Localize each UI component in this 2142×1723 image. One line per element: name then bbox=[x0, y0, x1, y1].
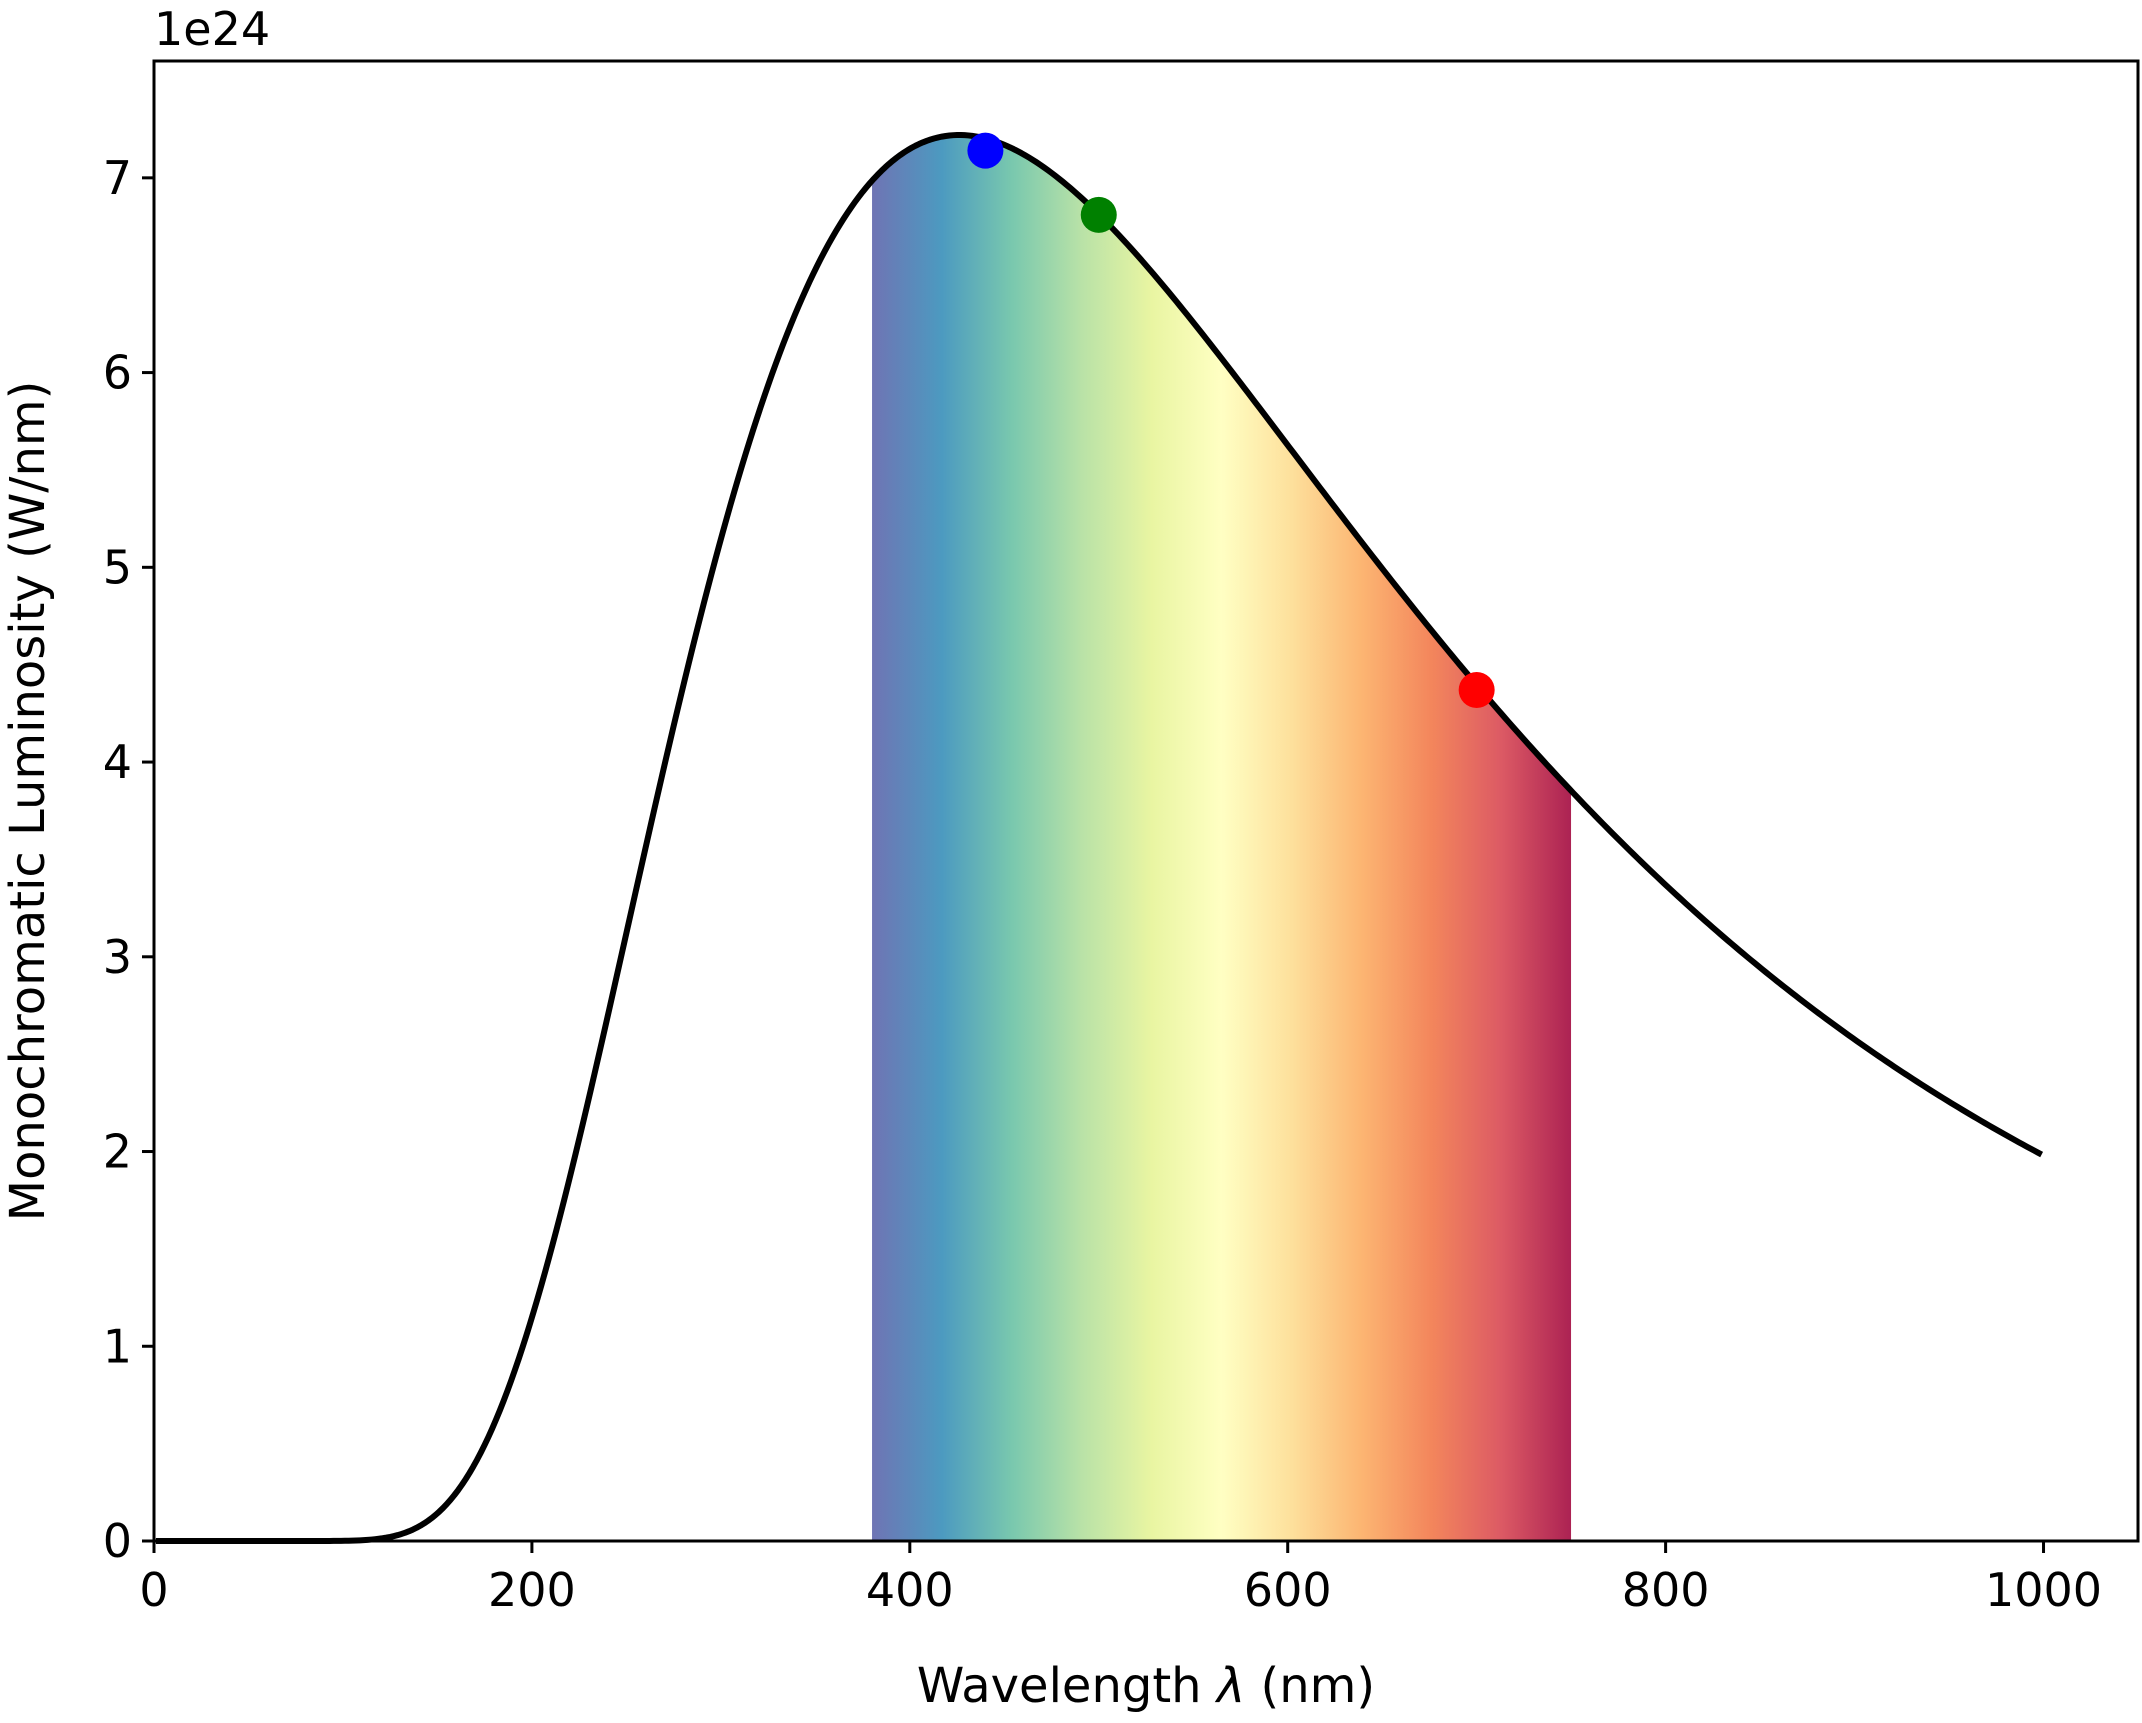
y-tick-label: 6 bbox=[103, 346, 132, 400]
x-tick-label: 200 bbox=[488, 1563, 576, 1617]
y-tick-label: 5 bbox=[103, 540, 132, 594]
y-offset-text: 1e24 bbox=[154, 2, 270, 56]
x-tick-label: 0 bbox=[139, 1563, 168, 1617]
x-tick-label: 600 bbox=[1244, 1563, 1332, 1617]
x-tick-label: 400 bbox=[866, 1563, 954, 1617]
x-axis-ticks: 0 200 400 600 800 1000 bbox=[139, 1541, 2102, 1617]
data-marker-3 bbox=[1458, 672, 1495, 708]
y-tick-label: 7 bbox=[103, 151, 132, 205]
y-tick-label: 0 bbox=[103, 1514, 132, 1568]
x-tick-label: 800 bbox=[1622, 1563, 1710, 1617]
axes-frame bbox=[152, 59, 2140, 1543]
y-tick-label: 3 bbox=[103, 930, 132, 984]
data-marker-2 bbox=[1080, 196, 1117, 233]
y-axis-label: Monochromatic Luminosity (W/nm) bbox=[0, 381, 56, 1222]
x-tick-label: 1000 bbox=[1985, 1563, 2102, 1617]
x-axis-label: Wavelength λ (nm) bbox=[917, 1658, 1375, 1714]
visible-spectrum-band bbox=[872, 135, 1572, 1541]
y-tick-label: 1 bbox=[103, 1319, 132, 1373]
y-axis-ticks: 0 1 2 3 4 5 6 7 bbox=[103, 151, 154, 1568]
x-axis-label-symbol: λ bbox=[1214, 1658, 1245, 1714]
data-marker-1 bbox=[967, 132, 1004, 169]
x-axis-label-text: Wavelength bbox=[917, 1658, 1202, 1714]
x-axis-label-unit: (nm) bbox=[1261, 1658, 1376, 1714]
y-tick-label: 4 bbox=[103, 735, 132, 789]
y-tick-label: 2 bbox=[103, 1125, 132, 1179]
visible-spectrum-fill bbox=[872, 135, 1572, 1541]
